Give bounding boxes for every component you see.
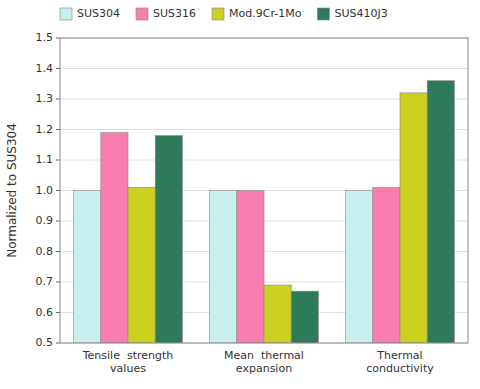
bar (155, 136, 182, 343)
bar (373, 187, 400, 343)
bar (210, 191, 237, 344)
chart: 0.5 0.6 0.7 0.8 0.9 1.0 1.1 1.2 1.3 1.4 1.5 Tensile… (0, 0, 480, 389)
bar (346, 191, 373, 344)
y-axis-label: Normalized to SUS304 (5, 123, 19, 258)
bar (128, 187, 155, 343)
legend-swatch (136, 8, 148, 20)
tick-label: 0.5 (36, 336, 54, 349)
tick-mark (56, 129, 60, 130)
tick-mark (56, 343, 60, 344)
tick-mark (56, 221, 60, 222)
tick-mark (56, 99, 60, 100)
legend-label: SUS410J3 (334, 7, 387, 20)
category-label-line: values (110, 362, 146, 375)
category-label: Tensile strengthvalues (82, 349, 174, 375)
legend-item: Mod.9Cr-1Mo (212, 7, 302, 20)
bar (264, 285, 291, 343)
legend-swatch (60, 8, 72, 20)
category-label-line: conductivity (366, 362, 434, 375)
tick-mark (56, 251, 60, 252)
category-label-line: expansion (236, 362, 292, 375)
tick-mark (56, 160, 60, 161)
bar (427, 81, 454, 343)
y-axis: 0.5 0.6 0.7 0.8 0.9 1.0 1.1 1.2 1.3 1.4 1.5 (36, 31, 469, 349)
tick-label: 0.7 (36, 275, 54, 288)
tick-label: 1.2 (36, 123, 54, 136)
legend-swatch (317, 8, 329, 20)
legend-label: SUS316 (153, 7, 196, 20)
tick-label: 0.6 (36, 306, 54, 319)
tick-label: 1.3 (36, 92, 54, 105)
category-label: Thermalconductivity (366, 349, 434, 375)
category-label-line: Thermal (376, 349, 422, 362)
legend-item: SUS410J3 (317, 7, 387, 20)
bars (74, 81, 455, 343)
category-label-line: Tensile strength (82, 349, 174, 362)
category-label: Mean thermalexpansion (224, 349, 304, 375)
legend-label: Mod.9Cr-1Mo (229, 7, 302, 20)
tick-mark (56, 312, 60, 313)
bar (74, 191, 101, 344)
grid-line (60, 68, 468, 69)
tick-label: 1.1 (36, 153, 54, 166)
legend: SUS304 SUS316 Mod.9Cr-1Mo SUS410J3 (60, 7, 388, 20)
legend-label: SUS304 (77, 7, 120, 20)
legend-item: SUS316 (136, 7, 196, 20)
tick-label: 0.9 (36, 214, 54, 227)
x-axis: Tensile strengthvalues Mean thermalexpans… (82, 349, 435, 375)
bar (400, 93, 427, 343)
legend-item: SUS304 (60, 7, 120, 20)
category-label-line: Mean thermal (224, 349, 304, 362)
tick-mark (56, 190, 60, 191)
tick-label: 1.0 (36, 184, 54, 197)
tick-mark (56, 68, 60, 69)
tick-label: 0.8 (36, 245, 54, 258)
tick-label: 1.4 (36, 62, 54, 75)
bar (237, 191, 264, 344)
bar (101, 133, 128, 343)
plot-frame (60, 38, 468, 343)
tick-mark (56, 38, 60, 39)
tick-mark (56, 282, 60, 283)
legend-swatch (212, 8, 224, 20)
bar (291, 291, 318, 343)
tick-label: 1.5 (36, 31, 54, 44)
